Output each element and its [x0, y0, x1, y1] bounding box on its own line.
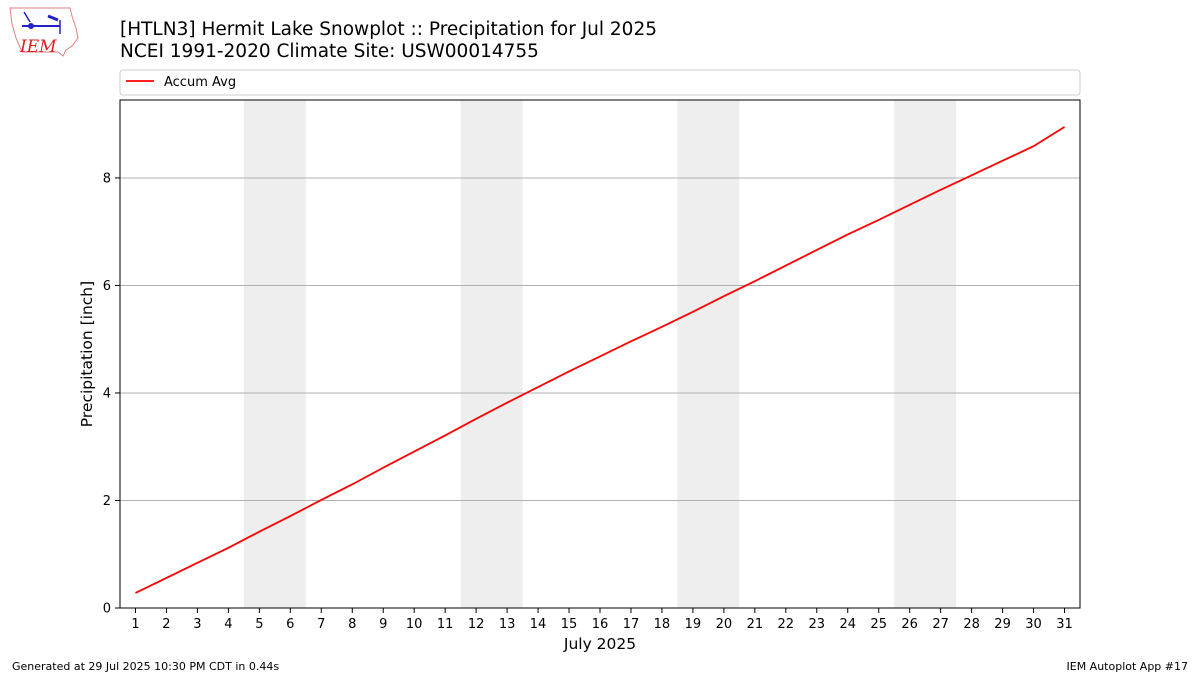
footer-generated-text: Generated at 29 Jul 2025 10:30 PM CDT in…	[12, 660, 279, 673]
x-tick-label-8: 8	[348, 617, 356, 632]
y-tick-label-2: 2	[103, 494, 111, 509]
x-tick-label-3: 3	[193, 617, 201, 632]
legend: Accum Avg	[119, 69, 1081, 96]
x-tick-label-5: 5	[255, 617, 263, 632]
iem-logo: IEM	[9, 7, 79, 57]
x-tick-label-7: 7	[317, 617, 325, 632]
y-tick-label-8: 8	[103, 171, 111, 186]
series-layer	[135, 126, 1065, 594]
x-tick-label-19: 19	[685, 617, 702, 632]
x-tick-label-14: 14	[530, 617, 547, 632]
gridlines	[120, 177, 1080, 501]
x-tick-label-18: 18	[654, 617, 671, 632]
x-tick-label-16: 16	[592, 617, 609, 632]
weekend-band-3	[677, 100, 740, 608]
x-tick-label-2: 2	[162, 617, 170, 632]
weekend-band-4	[894, 100, 957, 608]
weekend-shading	[243, 100, 957, 608]
series-line-accum-avg	[135, 126, 1065, 594]
x-tick-label-21: 21	[747, 617, 764, 632]
weekend-band-2	[460, 100, 523, 608]
chart-title: [HTLN3] Hermit Lake Snowplot :: Precipit…	[120, 19, 657, 40]
x-tick-label-23: 23	[809, 617, 826, 632]
x-tick-label-6: 6	[286, 617, 294, 632]
x-tick-label-27: 27	[932, 617, 949, 632]
legend-label-accum-avg: Accum Avg	[164, 75, 236, 90]
x-tick-label-30: 30	[1025, 617, 1042, 632]
y-tick-label-4: 4	[103, 386, 111, 401]
y-tick-label-6: 6	[103, 279, 111, 294]
x-tick-label-13: 13	[499, 617, 516, 632]
x-tick-label-15: 15	[561, 617, 578, 632]
y-tick-label-0: 0	[103, 602, 111, 617]
x-tick-label-26: 26	[901, 617, 918, 632]
x-tick-label-29: 29	[994, 617, 1011, 632]
x-tick-label-24: 24	[839, 617, 856, 632]
x-tick-label-25: 25	[870, 617, 887, 632]
x-tick-label-9: 9	[379, 617, 387, 632]
chart-subtitle: NCEI 1991-2020 Climate Site: USW00014755	[120, 41, 539, 62]
logo-text: IEM	[19, 37, 57, 57]
y-axis-ticks: 0 2 4 6 8	[103, 171, 120, 617]
x-axis-label: July 2025	[563, 635, 636, 653]
x-tick-label-10: 10	[406, 617, 423, 632]
x-tick-label-28: 28	[963, 617, 980, 632]
x-tick-label-11: 11	[437, 617, 454, 632]
x-tick-label-31: 31	[1056, 617, 1073, 632]
x-axis-ticks: 1 2 3 4 5 6 7 8 9 10 11 12 13 14 15 16 17 18 19 20 21 22 23 24 2…	[131, 608, 1073, 632]
x-tick-label-4: 4	[224, 617, 232, 632]
x-tick-label-1: 1	[131, 617, 139, 632]
weekend-band-1	[243, 100, 306, 608]
x-tick-label-20: 20	[716, 617, 733, 632]
y-axis-label: Precipitation [inch]	[78, 281, 96, 427]
x-tick-label-12: 12	[468, 617, 485, 632]
footer-app-text: IEM Autoplot App #17	[1067, 660, 1189, 673]
x-tick-label-22: 22	[778, 617, 795, 632]
x-tick-label-17: 17	[623, 617, 640, 632]
